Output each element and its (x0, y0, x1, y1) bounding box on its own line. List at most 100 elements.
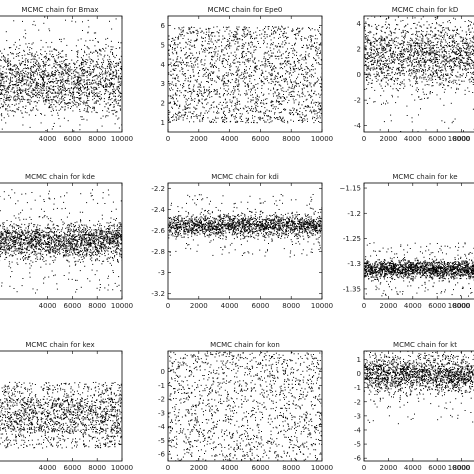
chain-sample (59, 66, 61, 68)
chain-sample (65, 65, 66, 67)
chain-sample (53, 122, 55, 124)
chain-sample (100, 97, 102, 99)
chain-sample (190, 32, 192, 34)
chain-sample (48, 87, 50, 89)
chain-sample (186, 64, 188, 66)
chain-sample (84, 69, 86, 71)
chain-sample (62, 86, 63, 88)
chain-sample (461, 60, 463, 62)
chain-sample (34, 63, 36, 64)
chain-sample (265, 52, 267, 54)
chain-sample (266, 115, 268, 117)
chain-sample (256, 69, 258, 70)
chain-sample (52, 89, 54, 90)
chain-sample (42, 84, 44, 86)
chain-sample (461, 30, 463, 32)
chain-sample (83, 100, 85, 102)
chain-sample (417, 82, 419, 84)
chain-sample (297, 114, 298, 116)
chain-sample (244, 36, 246, 38)
chain-sample (219, 93, 221, 95)
chain-sample (426, 47, 428, 49)
chain-sample (385, 67, 387, 69)
chain-sample (51, 55, 53, 57)
chain-sample (83, 60, 85, 62)
chain-sample (429, 93, 431, 95)
chain-sample (29, 166, 30, 167)
chain-sample (80, 116, 82, 118)
chain-sample (184, 111, 186, 113)
chain-sample (239, 117, 241, 119)
chain-sample (28, 88, 30, 90)
chain-sample (367, 76, 369, 78)
chain-sample (18, 48, 20, 50)
chain-sample (181, 73, 183, 75)
chain-sample (39, 74, 41, 76)
chain-sample (45, 68, 46, 70)
chain-sample (110, 65, 112, 67)
chain-sample (80, 67, 82, 69)
chain-sample (27, 67, 29, 68)
chain-sample (78, 148, 79, 149)
chain-sample (425, 78, 427, 80)
chain-sample (105, 44, 107, 45)
chain-sample (58, 109, 60, 111)
chain-sample (16, 108, 18, 110)
chain-sample (308, 82, 310, 84)
chain-sample (184, 73, 186, 74)
chain-sample (69, 88, 71, 90)
chain-sample (190, 32, 192, 34)
chain-sample (55, 96, 57, 98)
chain-sample (381, 37, 383, 39)
chain-sample (100, 49, 102, 51)
chain-sample (286, 64, 288, 66)
chain-sample (27, 61, 29, 63)
chain-sample (257, 98, 259, 100)
chain-sample (63, 69, 65, 71)
chain-sample (176, 74, 178, 76)
chain-sample (246, 93, 248, 95)
chain-sample (68, 74, 70, 76)
chain-sample (267, 50, 269, 52)
chain-sample (263, 103, 265, 105)
chain-sample (445, 31, 447, 33)
chain-sample (16, 72, 18, 74)
chain-sample (52, 78, 54, 80)
chain-sample (93, 89, 95, 91)
chain-sample (223, 88, 225, 90)
chain-sample (47, 72, 49, 74)
chain-sample (100, 54, 102, 56)
chain-sample (96, 92, 98, 94)
chain-sample (298, 83, 300, 85)
chain-sample (301, 104, 303, 106)
chain-sample (195, 29, 197, 31)
chain-sample (100, 117, 102, 119)
chain-sample (287, 83, 289, 85)
chain-sample (36, 60, 38, 62)
chain-sample (305, 66, 307, 67)
chain-sample (172, 120, 174, 122)
chain-sample (21, 75, 23, 77)
chain-sample (245, 106, 247, 108)
chain-sample (78, 97, 80, 99)
chain-sample (58, 100, 60, 102)
chain-sample (35, 92, 37, 94)
chain-sample (305, 73, 307, 75)
chain-sample (40, 39, 42, 41)
chain-sample (183, 74, 184, 76)
chain-sample (199, 53, 200, 55)
chain-sample (237, 68, 239, 70)
chain-sample (223, 37, 225, 39)
chain-sample (257, 87, 259, 89)
chain-sample (35, 61, 37, 63)
chain-sample (75, 104, 77, 106)
chain-sample (271, 70, 273, 72)
chain-sample (176, 74, 178, 76)
chain-sample (82, 69, 84, 71)
chain-sample (311, 111, 313, 113)
chain-sample (460, 54, 462, 56)
chain-sample (415, 3, 416, 4)
chain-sample (285, 57, 287, 59)
chain-sample (82, 63, 84, 65)
chain-sample (469, 38, 471, 40)
